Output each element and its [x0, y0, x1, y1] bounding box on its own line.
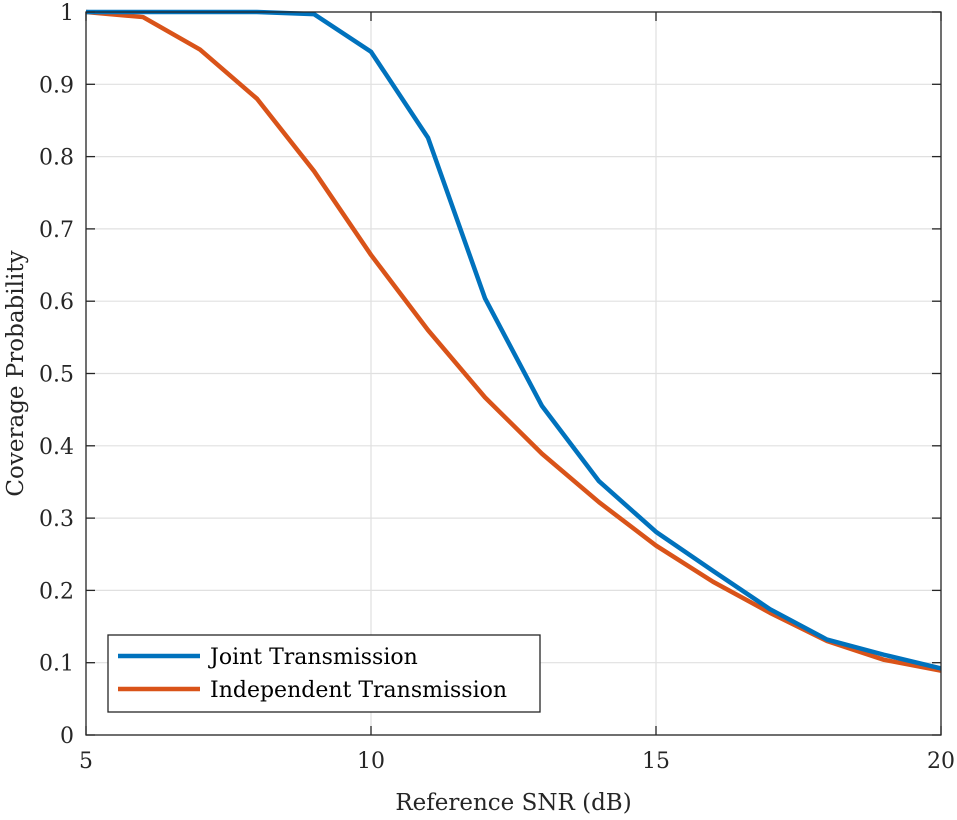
axis-ticks — [85, 11, 942, 736]
y-tick-label: 0.3 — [39, 507, 74, 532]
x-tick-label: 5 — [79, 749, 93, 774]
y-tick-label: 0.6 — [39, 290, 74, 315]
x-tick-label: 15 — [642, 749, 670, 774]
y-tick-label: 0.1 — [39, 652, 74, 677]
legend-label-independent: Independent Transmission — [210, 678, 507, 703]
tick-labels: 5 10 15 20 0 0.1 0.2 0.3 0.4 0.5 0.6 0.7 0.8 0.9 1 — [39, 1, 955, 774]
y-tick-label: 0.4 — [39, 435, 74, 460]
series-lines — [85, 9, 942, 673]
x-tick-label: 10 — [357, 749, 385, 774]
x-tick-label: 20 — [927, 749, 955, 774]
y-tick-label: 0.9 — [39, 73, 74, 98]
legend-box — [107, 634, 541, 713]
y-tick-label: 0.7 — [39, 218, 74, 243]
y-axis-label: Coverage Probability — [3, 250, 29, 496]
grid-lines — [85, 11, 942, 736]
series-line-joint-transmission — [86, 9, 942, 671]
y-tick-label: 0.2 — [39, 579, 74, 604]
x-axis-label: Reference SNR (dB) — [395, 790, 631, 816]
legend: Joint Transmission Independent Transmiss… — [107, 634, 541, 713]
y-tick-label: 0.8 — [39, 146, 74, 171]
y-tick-label: 0.5 — [39, 363, 74, 388]
y-tick-label: 1 — [60, 1, 74, 26]
legend-label-joint: Joint Transmission — [208, 645, 418, 670]
series-line-independent-transmission — [85, 9, 942, 673]
y-tick-label: 0 — [60, 724, 74, 749]
